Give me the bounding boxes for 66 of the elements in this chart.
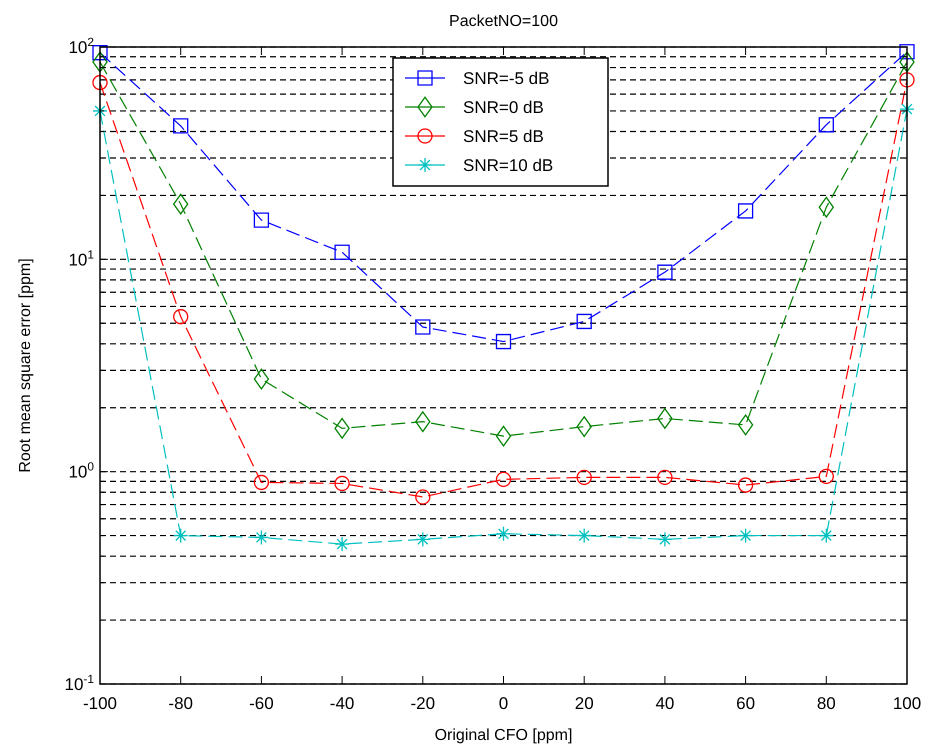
point — [496, 472, 512, 487]
legend-label: SNR=-5 dB — [463, 69, 550, 88]
x-tick-label: 20 — [574, 694, 594, 713]
point — [496, 526, 512, 542]
point — [334, 476, 350, 492]
point — [657, 532, 673, 547]
x-tick-label: -40 — [330, 694, 354, 713]
point — [496, 334, 512, 350]
point — [334, 418, 350, 439]
point — [415, 489, 430, 505]
legend-label: SNR=10 dB — [463, 156, 554, 175]
y-tick-label: 10$^{1}$ — [68, 247, 94, 270]
point — [92, 45, 108, 60]
point — [173, 528, 188, 544]
chart-title: PacketNO=100 — [449, 13, 558, 30]
x-axis-title: Original CFO [ppm] — [434, 727, 572, 744]
legend-label: SNR=5 dB — [463, 127, 544, 146]
x-tick-label: -100 — [82, 694, 118, 713]
point — [254, 368, 270, 390]
point — [576, 470, 592, 486]
point — [173, 194, 188, 215]
point — [818, 528, 834, 544]
point — [899, 44, 915, 60]
point — [738, 203, 754, 219]
x-tick-label: 80 — [816, 694, 836, 713]
point — [254, 212, 270, 228]
point — [496, 426, 512, 447]
point — [738, 528, 754, 544]
x-tick-label: 0 — [498, 694, 508, 713]
point — [738, 477, 754, 493]
x-tick-label: 100 — [892, 694, 922, 713]
point — [657, 470, 673, 486]
point — [254, 474, 270, 490]
y-tick-label: 10$^{0}$ — [68, 460, 94, 482]
point — [334, 536, 350, 552]
point — [92, 74, 108, 90]
y-axis-title: Root mean square error [ppm] — [17, 258, 34, 473]
point — [415, 411, 430, 432]
point — [899, 52, 915, 72]
y-tick-label: 10$^{-1}$ — [64, 672, 94, 694]
point — [657, 264, 673, 280]
x-tick-label: 40 — [655, 694, 674, 713]
point — [92, 52, 108, 72]
legend-label: SNR=0 dB — [463, 98, 544, 117]
point — [173, 118, 188, 134]
x-tick-label: 60 — [736, 694, 756, 713]
point — [334, 244, 350, 260]
point — [576, 314, 592, 330]
y-tick-label: 10$^{2}$ — [68, 35, 94, 57]
point — [92, 103, 108, 119]
x-tick-label: -60 — [249, 694, 274, 713]
x-tick-label: -80 — [168, 694, 193, 713]
point — [415, 319, 430, 335]
point — [576, 528, 592, 544]
point — [657, 408, 673, 429]
point — [173, 309, 188, 324]
point — [818, 196, 834, 218]
x-tick-label: -20 — [410, 694, 436, 713]
point — [738, 414, 754, 436]
point — [576, 416, 592, 438]
point — [818, 468, 834, 484]
point — [899, 72, 915, 88]
point — [254, 530, 270, 546]
point — [899, 101, 915, 117]
point — [818, 117, 834, 132]
point — [415, 532, 430, 547]
